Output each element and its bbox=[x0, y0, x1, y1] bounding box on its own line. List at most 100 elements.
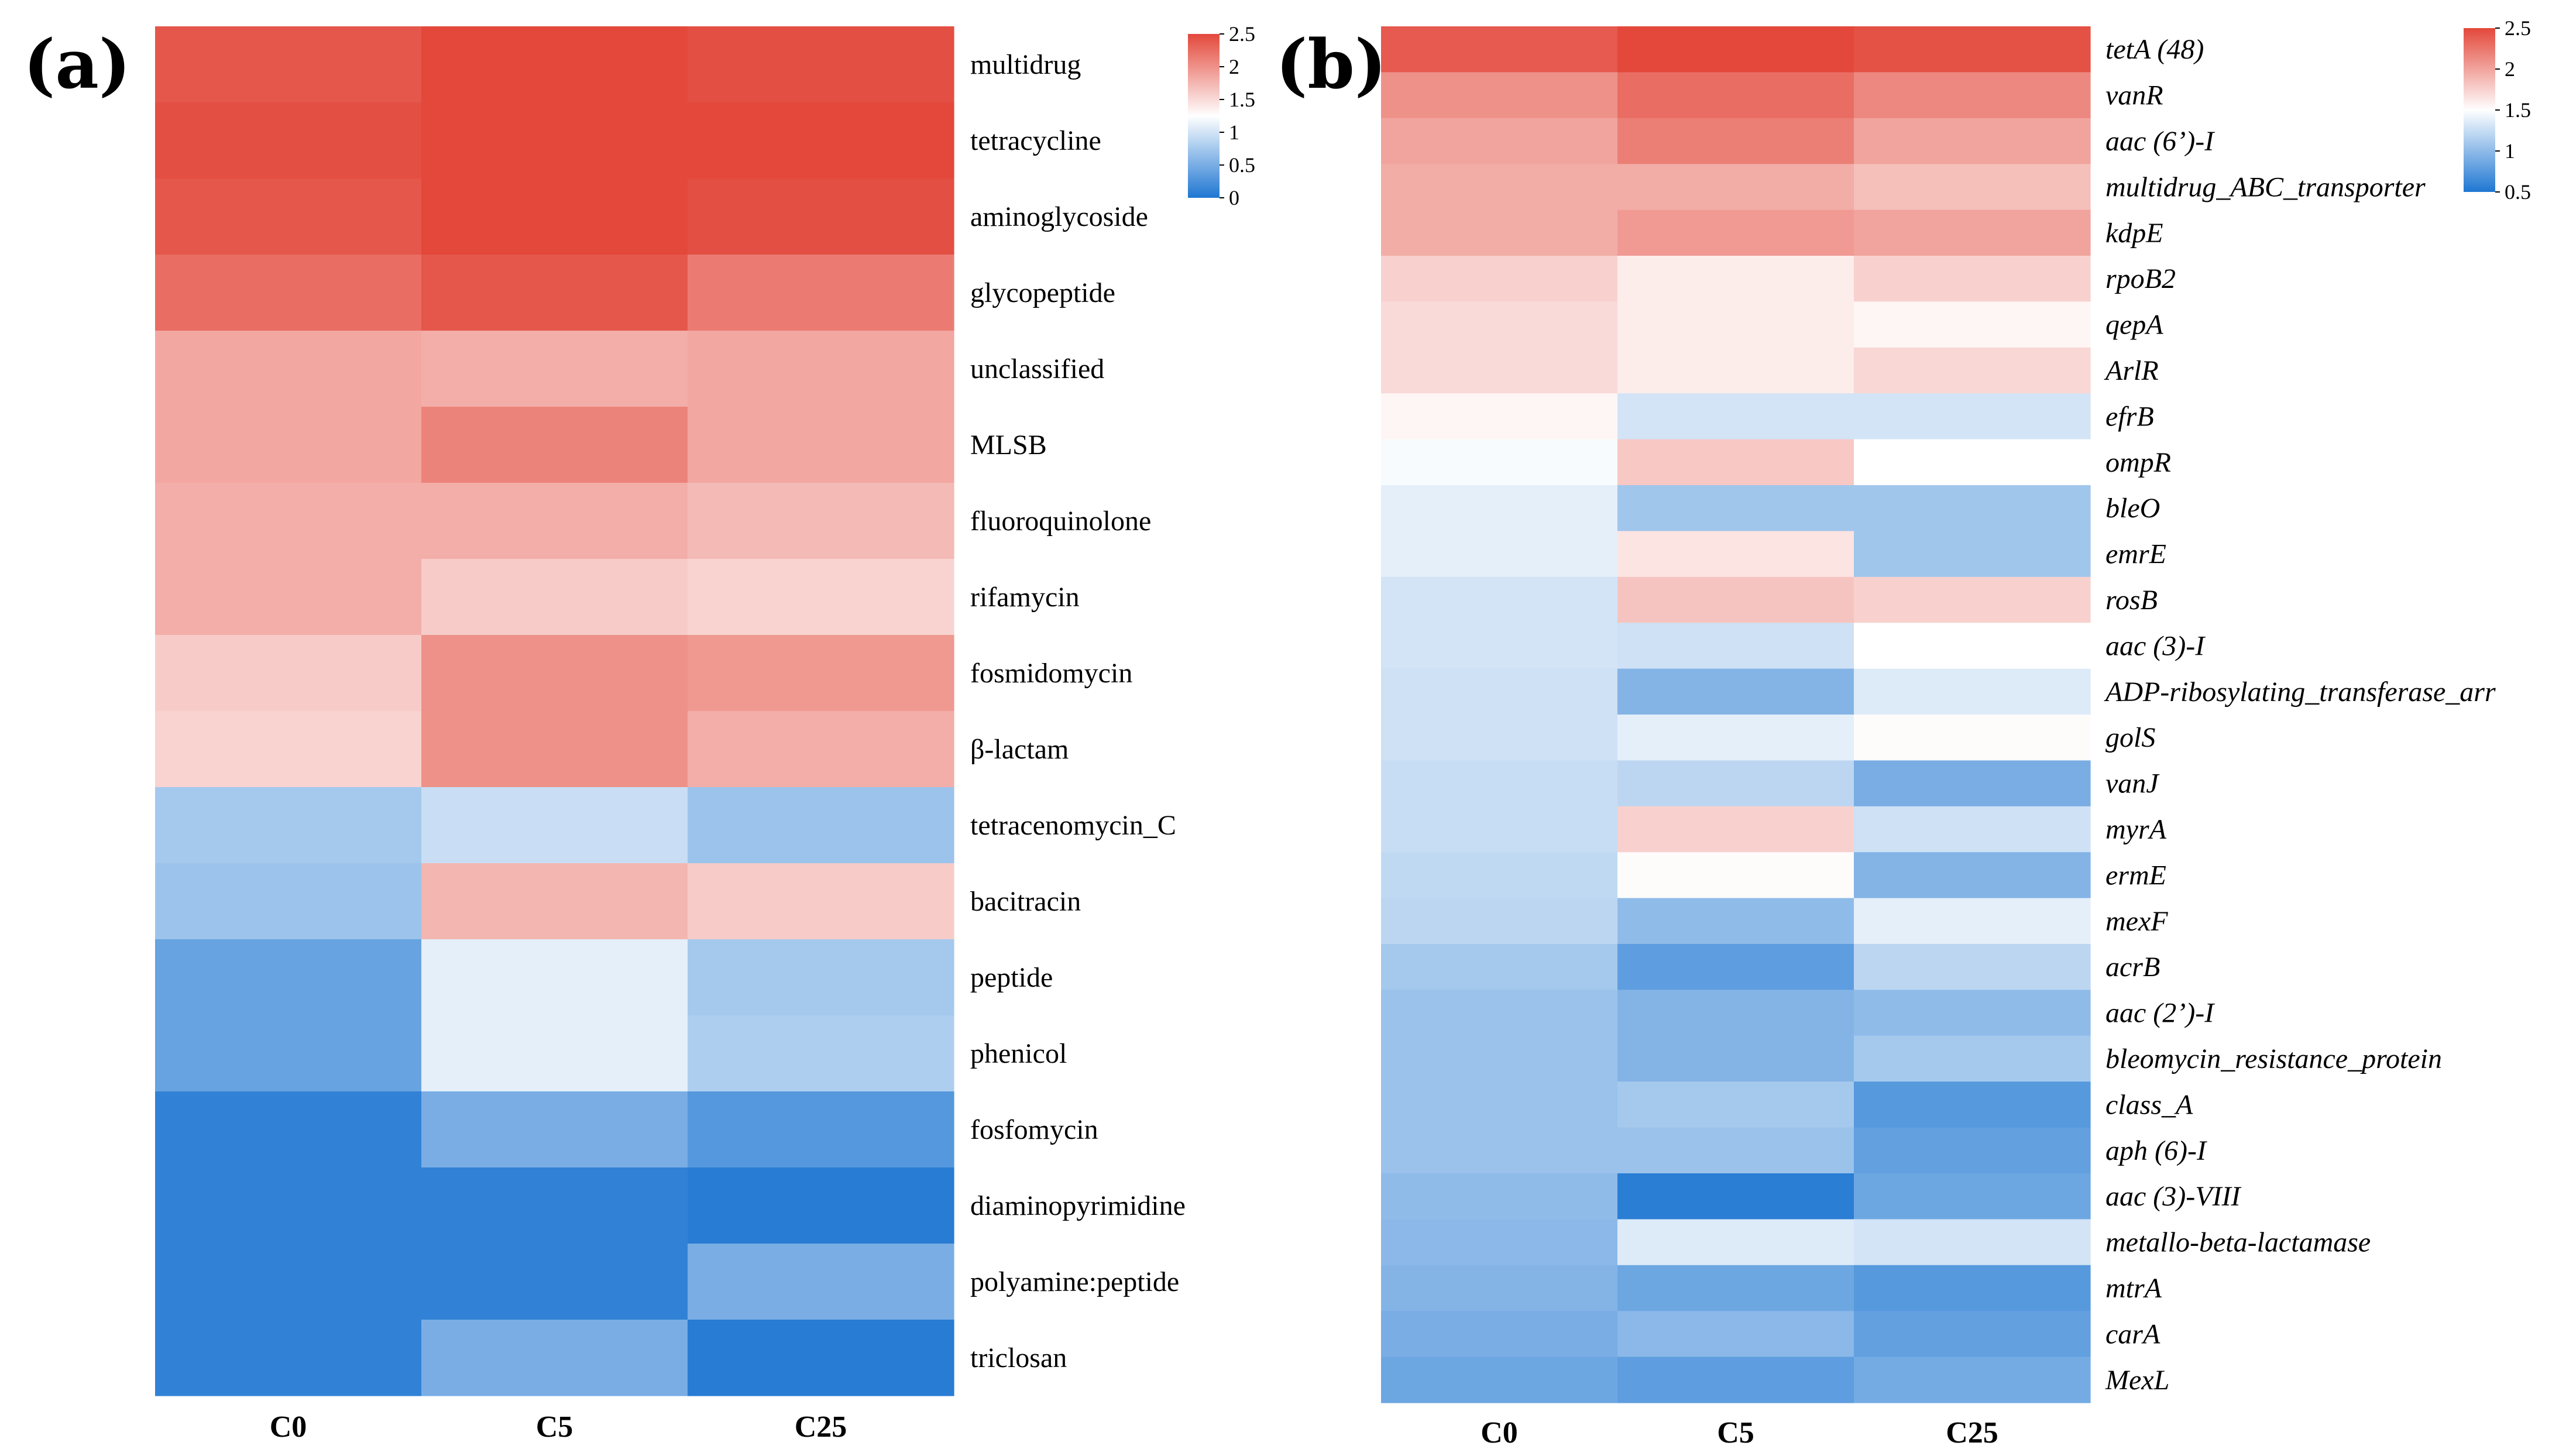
heatmap-cell bbox=[1381, 347, 1618, 394]
heatmap-cell bbox=[421, 331, 688, 407]
heatmap-cell bbox=[155, 255, 422, 331]
row-label: bleomycin_resistance_protein bbox=[2105, 1043, 2442, 1074]
heatmap-cell bbox=[688, 331, 954, 407]
row-label: qepA bbox=[2105, 310, 2163, 341]
row-label: MLSB bbox=[970, 430, 1047, 461]
legend-color-bar bbox=[2464, 28, 2495, 192]
heatmap-cell bbox=[1854, 439, 2091, 486]
heatmap-cell bbox=[1617, 576, 1854, 623]
heatmap-cell bbox=[421, 1015, 688, 1092]
heatmap-cell bbox=[1617, 944, 1854, 990]
heatmap-cell bbox=[155, 1167, 422, 1244]
heatmap-cell bbox=[1381, 715, 1618, 761]
heatmap-cell bbox=[1854, 760, 2091, 807]
heatmap-cell bbox=[688, 1015, 954, 1092]
heatmap-cell bbox=[155, 26, 422, 103]
row-label: golS bbox=[2105, 722, 2155, 753]
row-label: tetA (48) bbox=[2105, 34, 2204, 65]
panel-b: (b) tetA (48) vanR aac (6’)-I multidrug_ABC… bbox=[1276, 16, 2531, 1450]
column-label: C5 bbox=[536, 1410, 573, 1444]
row-label: phenicol bbox=[970, 1038, 1067, 1069]
heatmap-cell bbox=[1854, 347, 2091, 394]
row-label: peptide bbox=[970, 962, 1053, 993]
heatmap-cell bbox=[155, 1091, 422, 1168]
heatmap-cell bbox=[1854, 990, 2091, 1036]
row-label: rosB bbox=[2105, 585, 2158, 616]
row-label: ADP-ribosylating_transferase_arr bbox=[2104, 677, 2496, 708]
heatmap-cell bbox=[1381, 301, 1618, 348]
heatmap-cell bbox=[1381, 898, 1618, 945]
heatmap-cell bbox=[1617, 347, 1854, 394]
heatmap-cell bbox=[1381, 1311, 1618, 1358]
heatmap-cell bbox=[1854, 668, 2091, 715]
heatmap-cell bbox=[421, 1244, 688, 1320]
heatmap-cell bbox=[1854, 715, 2091, 761]
legend-tick-label: 2 bbox=[2505, 57, 2515, 81]
heatmap-cell bbox=[1381, 118, 1618, 164]
heatmap-cell bbox=[1854, 1035, 2091, 1082]
heatmap-cell bbox=[1381, 576, 1618, 623]
heatmap-cell bbox=[155, 787, 422, 864]
legend-tick-label: 0 bbox=[1229, 186, 1239, 210]
row-label: myrA bbox=[2105, 814, 2167, 845]
heatmap-cell bbox=[155, 178, 422, 255]
heatmap-cell bbox=[1381, 760, 1618, 807]
row-label: kdpE bbox=[2105, 218, 2163, 249]
heatmap-cell bbox=[155, 863, 422, 940]
heatmap-cell bbox=[1381, 256, 1618, 302]
heatmap-cell bbox=[1854, 944, 2091, 990]
legend-tick-label: 2.5 bbox=[1229, 22, 1255, 46]
row-label: β-lactam bbox=[970, 734, 1069, 765]
legend-tick-label: 1.5 bbox=[2505, 98, 2531, 122]
heatmap-cell bbox=[1617, 990, 1854, 1036]
heatmap-cell bbox=[1617, 1127, 1854, 1174]
legend-tick-label: 0.5 bbox=[1229, 153, 1255, 177]
heatmap-cell bbox=[688, 863, 954, 940]
heatmap-cell bbox=[1617, 439, 1854, 486]
heatmap-cell bbox=[688, 787, 954, 864]
heatmap-cell bbox=[1381, 1265, 1618, 1311]
heatmap-cell bbox=[1617, 26, 1854, 73]
row-label: fluoroquinolone bbox=[970, 506, 1151, 537]
heatmap-cell bbox=[1854, 531, 2091, 578]
row-label: efrB bbox=[2105, 401, 2154, 432]
heatmap-cell bbox=[688, 939, 954, 1016]
column-label: C25 bbox=[1946, 1416, 1998, 1450]
panel-a-row-labels: multidrug tetracycline aminoglycoside glyco… bbox=[970, 49, 1186, 1373]
row-label: diaminopyrimidine bbox=[970, 1190, 1186, 1221]
heatmap-cell bbox=[1617, 531, 1854, 578]
row-label: metallo-beta-lactamase bbox=[2105, 1227, 2371, 1258]
heatmap-cell bbox=[1381, 1127, 1618, 1174]
row-label: multidrug_ABC_transporter bbox=[2105, 171, 2426, 202]
heatmap-cell bbox=[1854, 576, 2091, 623]
heatmap-cell bbox=[1617, 1081, 1854, 1128]
row-label: mtrA bbox=[2105, 1273, 2162, 1304]
panel-a-color-legend: 2.5 2 1.5 1 0.5 0 bbox=[1188, 22, 1255, 210]
heatmap-cell bbox=[421, 635, 688, 712]
heatmap-cell bbox=[1854, 1081, 2091, 1128]
heatmap-cell bbox=[1617, 1265, 1854, 1311]
legend-tick-label: 0.5 bbox=[2505, 180, 2531, 204]
heatmap-cell bbox=[1854, 256, 2091, 302]
heatmap-cell bbox=[1617, 1311, 1854, 1358]
heatmap-cell bbox=[1381, 531, 1618, 578]
heatmap-cell bbox=[688, 1167, 954, 1244]
heatmap-cell bbox=[1381, 1357, 1618, 1403]
heatmap-cell bbox=[155, 331, 422, 407]
heatmap-cell bbox=[1854, 1357, 2091, 1403]
heatmap-cell bbox=[1617, 1357, 1854, 1403]
heatmap-cell bbox=[1854, 164, 2091, 211]
legend-tick-label: 2.5 bbox=[2505, 16, 2531, 40]
heatmap-cell bbox=[1381, 623, 1618, 669]
heatmap-cell bbox=[688, 483, 954, 559]
heatmap-cell bbox=[421, 255, 688, 331]
row-label: tetracycline bbox=[970, 125, 1101, 156]
heatmap-cell bbox=[1617, 1035, 1854, 1082]
heatmap-cell bbox=[1854, 301, 2091, 348]
heatmap-cell bbox=[688, 711, 954, 788]
heatmap-cell bbox=[1854, 393, 2091, 440]
heatmap-cell bbox=[155, 407, 422, 483]
row-label: carA bbox=[2105, 1318, 2160, 1349]
row-label: class_A bbox=[2105, 1089, 2193, 1120]
row-label: bacitracin bbox=[970, 886, 1081, 917]
